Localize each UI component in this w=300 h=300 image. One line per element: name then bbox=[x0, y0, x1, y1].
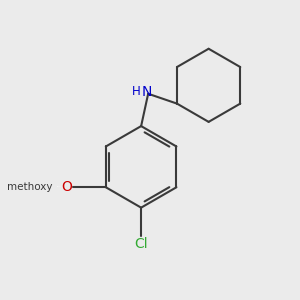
Text: O: O bbox=[61, 180, 72, 194]
Text: methoxy: methoxy bbox=[7, 182, 52, 192]
Text: Cl: Cl bbox=[134, 237, 148, 250]
Text: N: N bbox=[142, 85, 152, 98]
Text: methoxy: methoxy bbox=[57, 186, 63, 187]
Text: H: H bbox=[132, 85, 141, 98]
